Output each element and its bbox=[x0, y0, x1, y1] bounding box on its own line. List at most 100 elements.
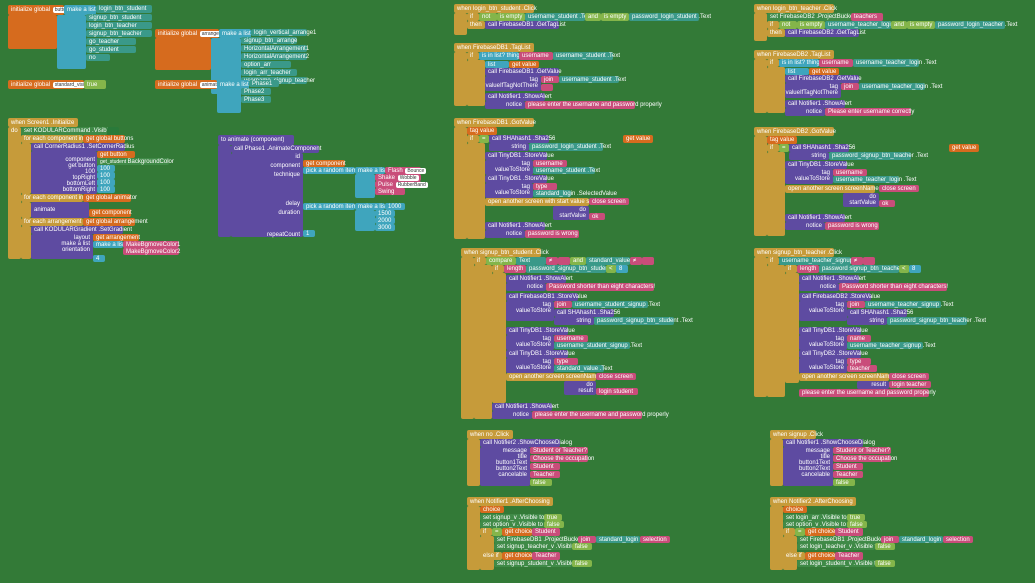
fb1-open[interactable]: open another screen with start value scr… bbox=[485, 198, 589, 206]
bg-color-picker[interactable]: get_student BackgroundColor bbox=[97, 158, 169, 165]
bl-100[interactable]: 100 bbox=[97, 179, 115, 186]
st-call-alert[interactable]: call Notifier1 .ShowAlert bbox=[799, 275, 859, 283]
make-tech[interactable]: make a list bbox=[355, 167, 385, 174]
st-rv[interactable]: login teacher bbox=[889, 381, 931, 388]
n2a-set1[interactable]: set login_arr .Visible to bbox=[783, 514, 847, 521]
tech-0[interactable]: Flash Bounce bbox=[385, 167, 421, 174]
buttons-item-0[interactable]: login_btn_student bbox=[96, 5, 152, 13]
no-tval[interactable]: Choose the occupation bbox=[530, 455, 588, 462]
src1[interactable]: get global buttons bbox=[83, 135, 125, 143]
ls-empty2[interactable]: is empty bbox=[601, 13, 629, 21]
ss-eight[interactable]: 8 bbox=[616, 265, 628, 273]
ss-tiny2[interactable]: call TinyDB1 .StoreValue bbox=[506, 350, 568, 358]
notifier2-after-header[interactable]: when Notifier2 .AfterChoosing bbox=[770, 497, 856, 506]
n1a-set1[interactable]: set signup_v .Visible to bbox=[480, 514, 544, 521]
tech-2[interactable]: Pulse RubberBand bbox=[375, 181, 421, 188]
fb1-src[interactable]: username_student .Text bbox=[553, 52, 613, 60]
lt-not[interactable]: not bbox=[779, 21, 797, 29]
fb1-v5[interactable]: standard_login .SelectedValue bbox=[533, 190, 571, 197]
fb2-sha[interactable]: call SHAhash1 .Sha256 bbox=[789, 144, 849, 152]
ss-v3[interactable]: username_student_signup .Text bbox=[554, 342, 630, 349]
buttons-item-1[interactable]: signup_btn_student bbox=[86, 14, 152, 21]
n2a-eq[interactable]: = bbox=[795, 528, 805, 536]
delay-0[interactable]: 1000 bbox=[385, 203, 405, 210]
set-kodular-visible[interactable]: set KODULARCommand .Visible to bbox=[21, 127, 107, 135]
st-length[interactable]: length bbox=[797, 265, 819, 273]
ss-join[interactable]: join bbox=[554, 301, 572, 308]
for-each2[interactable]: for each component in list bbox=[21, 194, 83, 202]
fb2-getvalue-lbl[interactable]: get value bbox=[809, 68, 839, 75]
delay-1[interactable]: 1500 bbox=[375, 210, 395, 217]
ss-src[interactable]: Text bbox=[516, 257, 546, 265]
ss-empty[interactable] bbox=[558, 257, 570, 265]
ss-open[interactable]: open another screen screenName bbox=[506, 373, 596, 381]
anim-item-0[interactable]: Phase1 bbox=[249, 80, 279, 87]
fb1-vempty[interactable] bbox=[541, 84, 553, 91]
ls-and[interactable]: and bbox=[585, 13, 601, 21]
tr-100[interactable]: 100 bbox=[97, 172, 115, 179]
c2[interactable]: MakeBgmoveColor2 bbox=[123, 248, 179, 255]
ss-j1[interactable]: username_student_signup .Text bbox=[572, 301, 648, 308]
ss-if[interactable]: if bbox=[474, 257, 486, 265]
notifier1-after-header[interactable]: when Notifier1 .AfterChoosing bbox=[467, 497, 553, 506]
fb1-list[interactable]: list bbox=[485, 61, 509, 68]
animate-call[interactable]: call Phase1 .AnimateComponent bbox=[231, 145, 319, 153]
n1a-teacher[interactable]: Teacher bbox=[532, 552, 560, 560]
fb2-call-getvalue[interactable]: call FirebaseDB2 .GetValue bbox=[785, 75, 859, 83]
call2[interactable]: animate bbox=[31, 202, 89, 218]
for-each3[interactable]: for each arrangement in list bbox=[21, 218, 83, 226]
buttons-item-2[interactable]: login_btn_teacher bbox=[86, 22, 152, 29]
fb2-thing[interactable]: username bbox=[819, 59, 853, 67]
fb2-j1[interactable]: username_teacher_login .Text bbox=[859, 83, 925, 90]
lt-src2[interactable]: password_login_teacher .Text bbox=[935, 21, 1005, 29]
no-call[interactable]: call Notifier2 .ShowChooseDialog bbox=[480, 439, 560, 447]
fb2-isin[interactable]: is in list? thing bbox=[779, 59, 819, 67]
ls-if[interactable]: if bbox=[467, 13, 479, 21]
no-cval[interactable]: false bbox=[530, 479, 552, 486]
ss-fb-store[interactable]: call FirebaseDB1 .StoreValue bbox=[506, 293, 578, 301]
fb1-store1[interactable]: call TinyDB1 .StoreValue bbox=[485, 152, 547, 160]
ss-call-alert[interactable]: call Notifier1 .ShowAlert bbox=[506, 275, 566, 283]
buttons-item-5[interactable]: go_student bbox=[86, 46, 136, 53]
n1a-set3[interactable]: set signup_teacher_v .Visible to bbox=[494, 543, 572, 550]
st-open[interactable]: open another screen screenName bbox=[799, 373, 889, 381]
call-gradient[interactable]: call KODULARGradient .SetGradient bbox=[31, 226, 123, 234]
n1a-join[interactable]: join bbox=[578, 536, 596, 543]
n2a-v3[interactable]: false bbox=[875, 543, 895, 550]
src2[interactable]: get global animator bbox=[83, 194, 131, 202]
st-msg2[interactable]: please enter the username and password p… bbox=[799, 389, 929, 397]
arr-item-0[interactable]: login_vertical_arrange1 bbox=[251, 29, 307, 36]
n1a-elseif[interactable]: else if bbox=[480, 552, 502, 560]
fb1-call-getvalue[interactable]: call FirebaseDB1 .GetValue bbox=[485, 68, 559, 76]
signup-b1[interactable]: Student bbox=[833, 463, 863, 470]
fb2-getval[interactable]: get value bbox=[949, 144, 979, 152]
signup-student-header[interactable]: when signup_btn_student .Click bbox=[461, 248, 541, 257]
lt-if[interactable]: if bbox=[767, 21, 779, 29]
lt-empty1[interactable]: is empty bbox=[797, 21, 825, 29]
n2a-v1[interactable]: true bbox=[847, 514, 865, 521]
get-arr[interactable]: get arrangement bbox=[93, 234, 139, 241]
n2a-join[interactable]: join bbox=[881, 536, 899, 543]
fb1-j1[interactable]: username_student .Text bbox=[559, 76, 619, 83]
n1a-eq[interactable]: = bbox=[492, 528, 502, 536]
fb1-eq[interactable]: = bbox=[479, 135, 489, 143]
ss-compare[interactable]: compare bbox=[486, 257, 516, 265]
signup-click-header[interactable]: when signup .Click bbox=[770, 430, 816, 439]
st-pw2[interactable]: password_signup_btn_teacher .Text bbox=[887, 317, 967, 325]
n2a-get[interactable]: get choice bbox=[805, 528, 835, 536]
fb1-msg2[interactable]: password is wrong bbox=[525, 230, 579, 238]
n2a-set4[interactable]: set login_student_v .Visible to bbox=[797, 560, 875, 567]
fb1-msg[interactable]: please enter the username and password p… bbox=[525, 101, 635, 109]
st-if2[interactable]: if bbox=[785, 265, 797, 273]
init-global-buttons[interactable]: initialize global buttons to bbox=[8, 5, 64, 15]
ss-and[interactable]: and bbox=[570, 257, 586, 265]
st-tiny1[interactable]: call TinyDB1 .StoreValue bbox=[799, 327, 861, 335]
fb2-src[interactable]: username_teacher_login .Text bbox=[853, 59, 919, 67]
n1a-v3[interactable]: false bbox=[572, 543, 592, 550]
st-join[interactable]: join bbox=[847, 301, 865, 308]
for-each1[interactable]: for each component in list bbox=[21, 135, 83, 143]
pick-delay[interactable]: pick a random item list bbox=[303, 203, 355, 210]
ss-sha[interactable]: call SHAhash1 .Sha256 bbox=[554, 309, 614, 317]
anim-item-2[interactable]: Phase3 bbox=[241, 96, 271, 103]
buttons-item-3[interactable]: signup_btn_teacher bbox=[86, 30, 152, 37]
